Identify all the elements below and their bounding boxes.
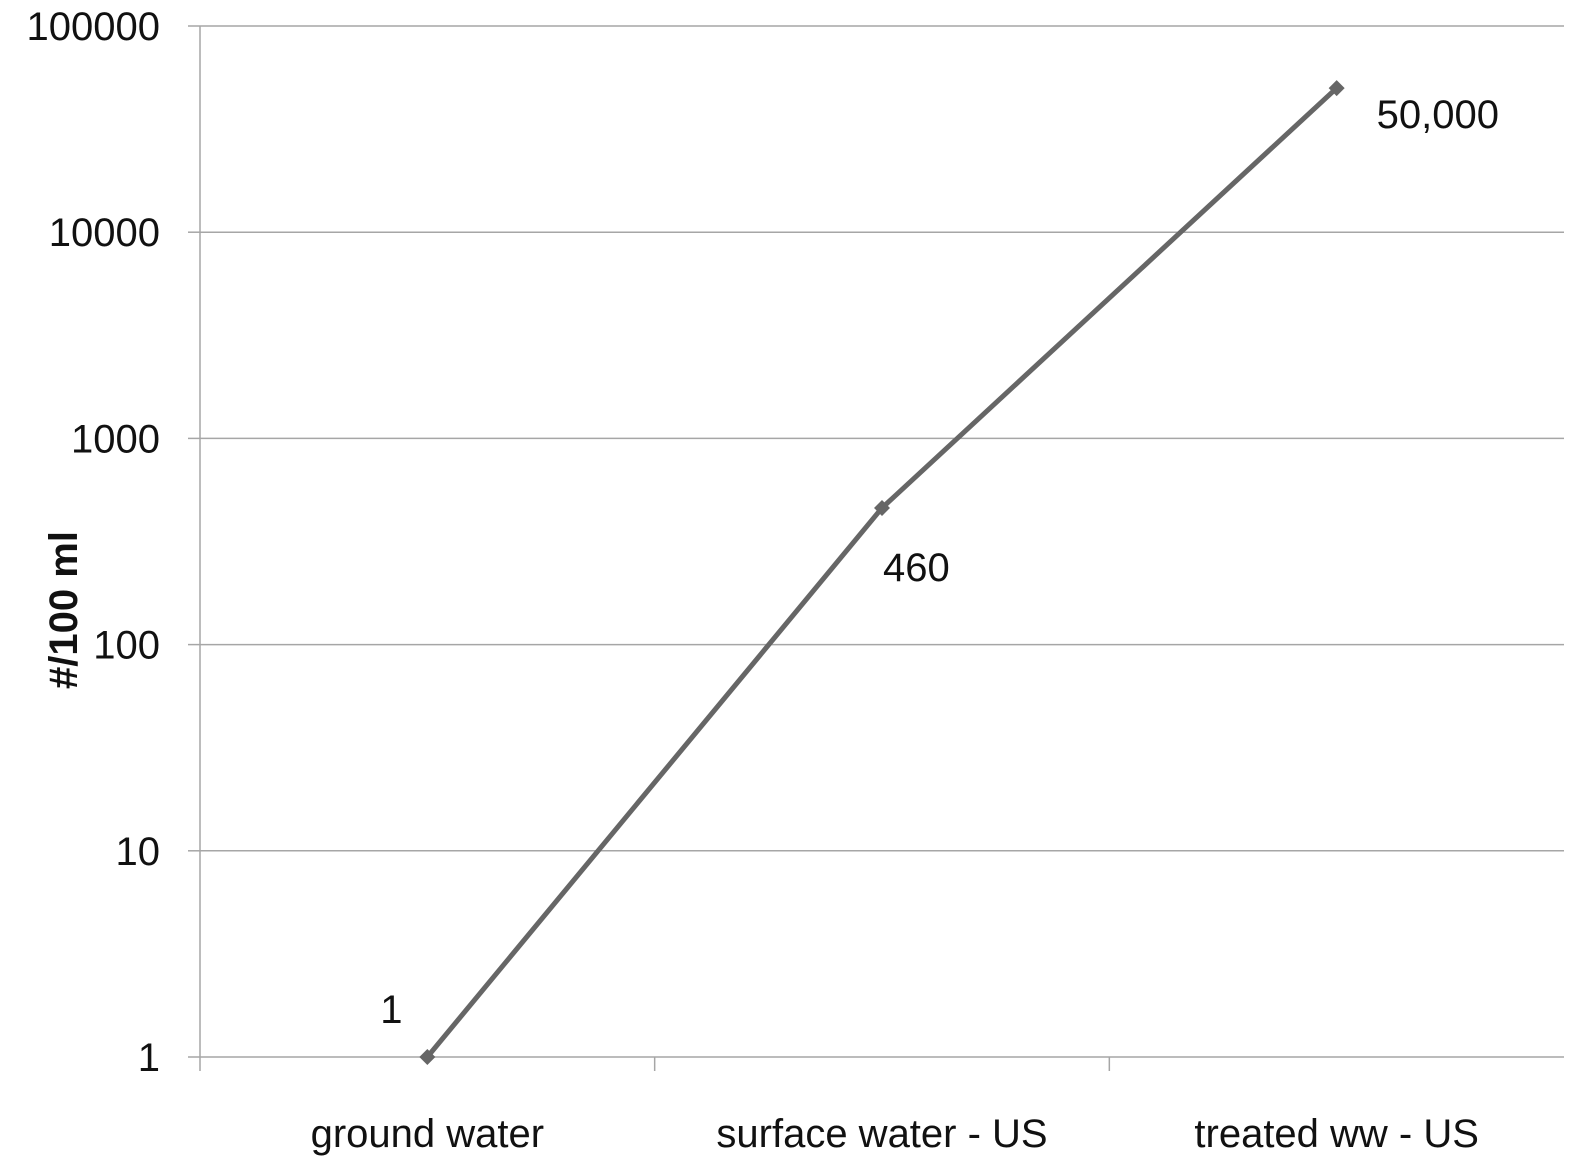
data-labels: 1 460 50,000 [380, 93, 1499, 1032]
y-tick-label: 1 [138, 1036, 160, 1080]
x-tick-label: surface water - US [716, 1112, 1047, 1156]
data-label: 50,000 [1377, 93, 1499, 137]
y-tick-label: 100000 [27, 5, 160, 49]
series-line [425, 86, 1339, 1059]
x-tick-labels: ground water surface water - US treated ww… [311, 1112, 1479, 1156]
axes [188, 25, 1564, 1071]
y-tick-label: 100 [93, 624, 160, 668]
data-point-marker [419, 1049, 436, 1065]
x-tick-label: ground water [311, 1112, 544, 1156]
y-axis-title: #/100 ml [42, 531, 86, 689]
data-label: 460 [883, 546, 950, 590]
series-line-path [425, 86, 1339, 1059]
data-label: 1 [380, 988, 402, 1032]
y-tick-label: 10 [116, 830, 161, 874]
y-tick-labels: 1 10 100 1000 10000 100000 [27, 5, 160, 1080]
series-markers [419, 80, 1345, 1065]
x-tick-label: treated ww - US [1194, 1112, 1479, 1156]
data-point-marker [1328, 80, 1345, 97]
gridlines [200, 25, 1564, 852]
data-point-marker [874, 499, 890, 516]
y-tick-label: 10000 [49, 211, 160, 255]
y-tick-label: 1000 [71, 417, 160, 461]
